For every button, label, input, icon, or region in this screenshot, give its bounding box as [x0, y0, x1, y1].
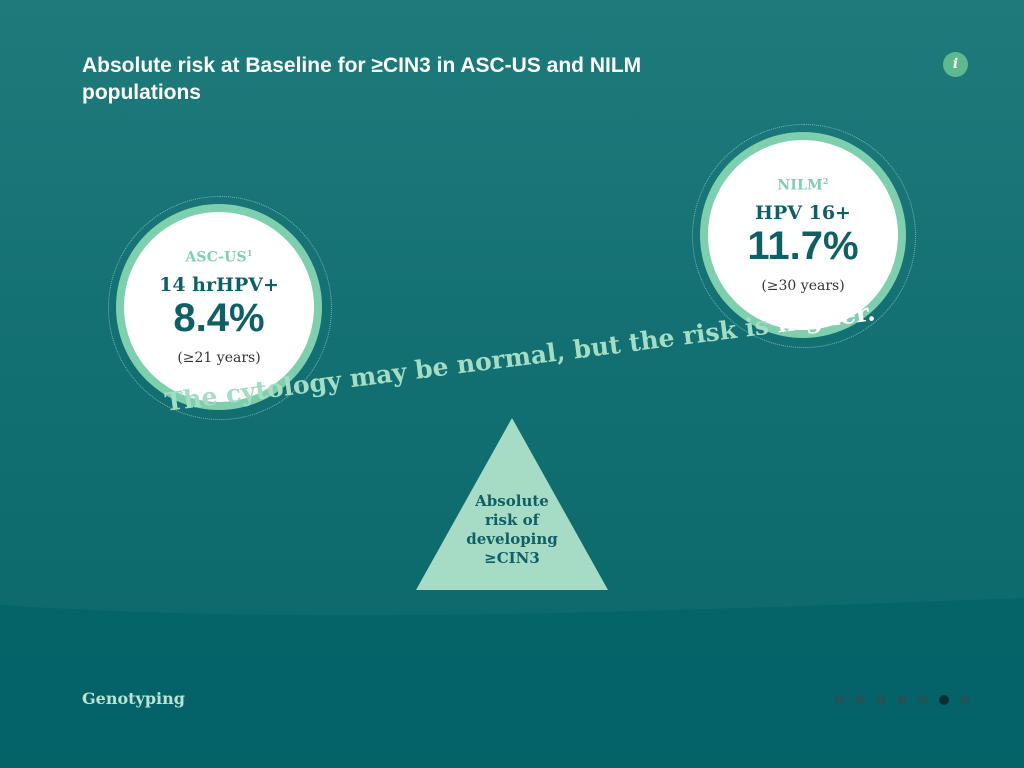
- nilm-test: HPV 16+: [755, 201, 851, 224]
- fulcrum-triangle: [416, 418, 608, 590]
- page-dot-2[interactable]: [855, 695, 865, 705]
- nilm-card: NILM2 HPV 16+ 11.7% (≥30 years): [708, 140, 898, 330]
- page-title: Absolute risk at Baseline for ≥CIN3 in A…: [82, 54, 642, 104]
- page-dot-7[interactable]: [960, 695, 970, 705]
- asc-us-label: ASC-US1: [185, 248, 253, 266]
- asc-us-risk-bubble: ASC-US1 14 hrHPV+ 8.4% (≥21 years): [108, 196, 332, 420]
- nilm-halo: [692, 124, 916, 348]
- page-dot-4[interactable]: [897, 695, 907, 705]
- info-icon[interactable]: i: [943, 52, 968, 77]
- fulcrum-line-1: Absolute: [475, 492, 549, 510]
- asc-us-age: (≥21 years): [177, 349, 261, 366]
- section-label: Genotyping: [82, 689, 185, 708]
- fulcrum-line-4: ≥CIN3: [484, 549, 540, 567]
- asc-us-test: 14 hrHPV+: [159, 273, 279, 296]
- page-dot-3[interactable]: [876, 695, 886, 705]
- asc-us-risk-value: 8.4%: [173, 295, 265, 340]
- asc-us-card: ASC-US1 14 hrHPV+ 8.4% (≥21 years): [124, 212, 314, 402]
- page-dot-5[interactable]: [918, 695, 928, 705]
- fulcrum-line-2: risk of: [484, 511, 540, 529]
- page-indicator: [834, 695, 970, 705]
- page-dot-1[interactable]: [834, 695, 844, 705]
- asc-us-halo: [108, 196, 332, 420]
- fulcrum-line-3: developing: [466, 530, 558, 548]
- nilm-age: (≥30 years): [761, 277, 845, 294]
- page-dot-6[interactable]: [939, 695, 949, 705]
- nilm-label: NILM2: [777, 176, 829, 194]
- nilm-risk-bubble: NILM2 HPV 16+ 11.7% (≥30 years): [692, 124, 916, 348]
- nilm-risk-value: 11.7%: [747, 223, 859, 268]
- fulcrum-label: Absolute risk of developing ≥CIN3: [452, 492, 572, 568]
